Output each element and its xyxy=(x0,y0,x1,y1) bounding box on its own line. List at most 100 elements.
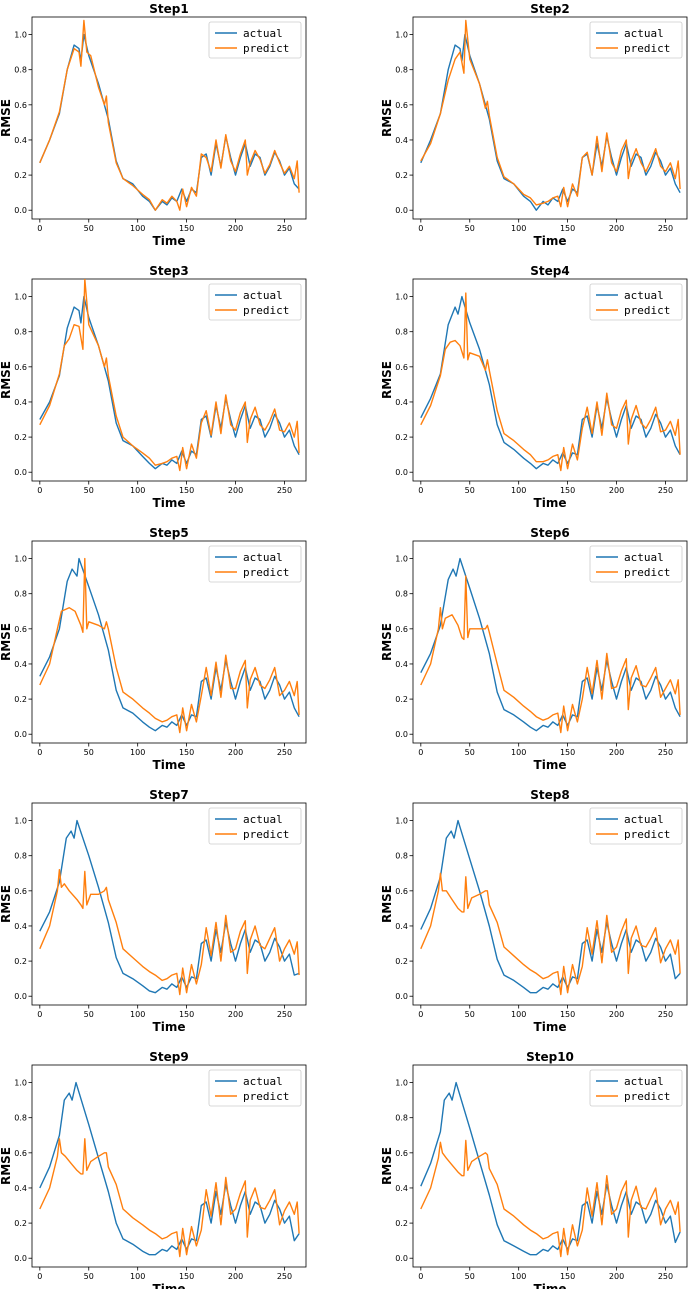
chart-9-ytick-label: 0.2 xyxy=(14,1219,27,1228)
chart-3-ytick-label: 0.8 xyxy=(14,328,27,337)
chart-1-xtick-label: 0 xyxy=(37,224,42,233)
chart-3-legend-label-predict: predict xyxy=(243,304,289,317)
chart-6-xtick-label: 250 xyxy=(658,748,673,757)
chart-1-ytick-label: 0.4 xyxy=(14,136,27,145)
chart-2-ylabel: RMSE xyxy=(380,99,394,137)
chart-10-xtick-label: 100 xyxy=(511,1272,526,1281)
chart-9-legend-label-predict: predict xyxy=(243,1090,289,1103)
chart-7-xlabel: Time xyxy=(153,1020,186,1034)
chart-4: Step4 0 50 100 150 200 250 0.0 0.2 0.4 0.6 0.8 1.0 Ti… xyxy=(380,264,688,510)
chart-10-legend-box xyxy=(589,1069,683,1107)
chart-10-legend: actual predict xyxy=(589,1069,683,1107)
chart-3-legend: actual predict xyxy=(208,283,302,321)
chart-2-ytick-label: 0.0 xyxy=(395,206,408,215)
chart-10-ytick-label: 1.0 xyxy=(395,1079,408,1088)
chart-2-xtick-label: 50 xyxy=(465,224,475,233)
chart-2-legend-label-predict: predict xyxy=(624,42,670,55)
chart-3-axes-frame xyxy=(31,278,307,482)
chart-6-legend: actual predict xyxy=(589,545,683,583)
chart-5-ytick-label: 0.6 xyxy=(14,625,27,634)
chart-4-ylabel: RMSE xyxy=(380,361,394,399)
chart-4-legend-label-actual: actual xyxy=(624,289,664,302)
chart-6: Step6 0 50 100 150 200 250 0.0 0.2 0.4 0.6 0.8 1.0 Ti… xyxy=(380,526,688,772)
chart-7-ytick-label: 0.6 xyxy=(14,887,27,896)
chart-1-title: Step1 xyxy=(149,2,188,16)
chart-9-xtick-label: 250 xyxy=(277,1272,292,1281)
chart-7-ytick-label: 0.8 xyxy=(14,852,27,861)
chart-5-series-predict xyxy=(39,557,300,734)
chart-8-ytick-label: 0.8 xyxy=(395,852,408,861)
chart-4-legend-box xyxy=(589,283,683,321)
chart-5-ytick-label: 0.2 xyxy=(14,695,27,704)
chart-1-series-actual xyxy=(39,33,300,211)
chart-3-series-actual xyxy=(39,295,300,470)
chart-8-legend-label-actual: actual xyxy=(624,813,664,826)
chart-5-ytick-label: 0.4 xyxy=(14,660,27,669)
chart-7-axes-frame xyxy=(31,802,307,1006)
chart-7-title: Step7 xyxy=(149,788,188,802)
chart-8-series-predict xyxy=(420,872,681,996)
chart-2: Step2 0 50 100 150 200 250 0.0 0.2 0.4 0.6 0.8 1.0 Ti… xyxy=(380,2,688,248)
chart-1-legend-label-actual: actual xyxy=(243,27,283,40)
chart-1-xtick-label: 100 xyxy=(130,224,145,233)
chart-5-xtick-label: 200 xyxy=(228,748,243,757)
chart-2-legend-box xyxy=(589,21,683,59)
chart-3-ylabel: RMSE xyxy=(0,361,13,399)
chart-6-axes-frame xyxy=(412,540,688,744)
chart-3-xtick-label: 100 xyxy=(130,486,145,495)
chart-5-series-actual xyxy=(39,557,300,732)
chart-7: Step7 0 50 100 150 200 250 0.0 0.2 0.4 0.6 0.8 1.0 Ti… xyxy=(0,788,307,1034)
chart-4-xtick-label: 100 xyxy=(511,486,526,495)
chart-1-ytick-label: 0.8 xyxy=(14,66,27,75)
chart-4-title: Step4 xyxy=(530,264,569,278)
chart-2-series-actual xyxy=(420,33,681,211)
chart-7-legend-box xyxy=(208,807,302,845)
chart-8-ytick-label: 0.4 xyxy=(395,922,408,931)
chart-5-xtick-label: 150 xyxy=(179,748,194,757)
chart-5-axes-frame xyxy=(31,540,307,744)
chart-10-ylabel: RMSE xyxy=(380,1147,394,1185)
chart-9-series-actual xyxy=(39,1081,300,1256)
chart-2-legend-label-actual: actual xyxy=(624,27,664,40)
chart-1-ytick-label: 0.2 xyxy=(14,171,27,180)
chart-9-xtick-label: 200 xyxy=(228,1272,243,1281)
chart-6-xtick-label: 100 xyxy=(511,748,526,757)
chart-8-legend-label-predict: predict xyxy=(624,828,670,841)
chart-4-xtick-label: 250 xyxy=(658,486,673,495)
chart-5-xtick-label: 0 xyxy=(37,748,42,757)
chart-8-xtick-label: 100 xyxy=(511,1010,526,1019)
chart-2-xtick-label: 200 xyxy=(609,224,624,233)
chart-5-title: Step5 xyxy=(149,526,188,540)
chart-9-series-predict xyxy=(39,1138,300,1258)
chart-1-xlabel: Time xyxy=(153,234,186,248)
chart-10-ytick-label: 0.2 xyxy=(395,1219,408,1228)
chart-4-ytick-label: 0.2 xyxy=(395,433,408,442)
chart-3-ytick-label: 0.2 xyxy=(14,433,27,442)
chart-4-series-predict xyxy=(420,292,681,472)
chart-8-legend: actual predict xyxy=(589,807,683,845)
chart-4-ytick-label: 0.8 xyxy=(395,328,408,337)
chart-2-ytick-label: 0.4 xyxy=(395,136,408,145)
chart-7-xtick-label: 50 xyxy=(84,1010,94,1019)
chart-8: Step8 0 50 100 150 200 250 0.0 0.2 0.4 0.6 0.8 1.0 Ti… xyxy=(380,788,688,1034)
chart-10-legend-label-actual: actual xyxy=(624,1075,664,1088)
chart-3-xtick-label: 200 xyxy=(228,486,243,495)
chart-5-ytick-label: 1.0 xyxy=(14,555,27,564)
chart-10-series-predict xyxy=(420,1139,681,1258)
chart-1-xtick-label: 250 xyxy=(277,224,292,233)
chart-5-legend: actual predict xyxy=(208,545,302,583)
chart-6-xlabel: Time xyxy=(534,758,567,772)
chart-7-ytick-label: 0.2 xyxy=(14,957,27,966)
chart-10-ytick-label: 0.6 xyxy=(395,1149,408,1158)
chart-6-ytick-label: 0.6 xyxy=(395,625,408,634)
chart-2-xtick-label: 100 xyxy=(511,224,526,233)
chart-1-ytick-label: 0.6 xyxy=(14,101,27,110)
chart-6-ylabel: RMSE xyxy=(380,623,394,661)
chart-5-xtick-label: 50 xyxy=(84,748,94,757)
chart-3-ytick-label: 0.4 xyxy=(14,398,27,407)
chart-7-series-predict xyxy=(39,869,300,996)
chart-6-legend-label-actual: actual xyxy=(624,551,664,564)
chart-4-series-actual xyxy=(420,295,681,470)
chart-7-legend-label-actual: actual xyxy=(243,813,283,826)
chart-7-legend: actual predict xyxy=(208,807,302,845)
